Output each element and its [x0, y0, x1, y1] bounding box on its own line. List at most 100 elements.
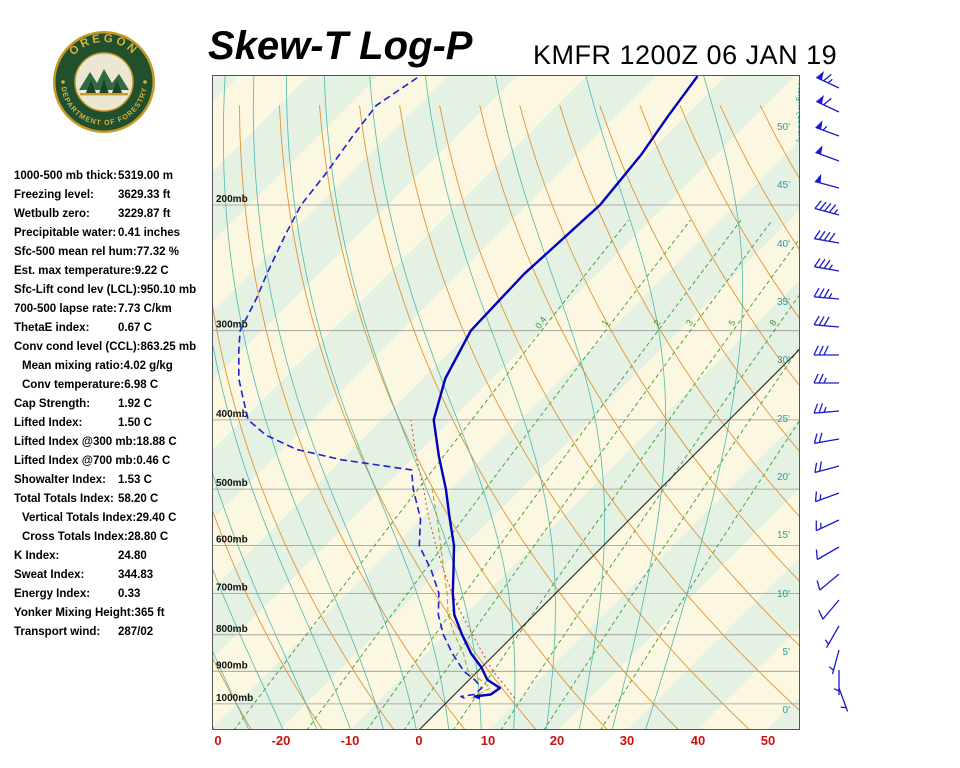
mixing-ratio-line	[403, 219, 773, 731]
index-row: Precipitable water: 0.41 inches	[14, 224, 216, 243]
pressure-label: 400mb	[216, 409, 248, 420]
mixing-ratio-line	[599, 219, 936, 731]
index-label: Yonker Mixing Height:	[14, 607, 135, 619]
dry-adiabat-line	[359, 105, 680, 731]
wind-barb	[813, 373, 839, 384]
height-label: 15'	[777, 530, 790, 541]
index-value: 863.25 mb	[140, 341, 197, 353]
moist-adiabat-line	[584, 71, 667, 731]
moist-adiabat-line	[424, 71, 556, 731]
moist-adiabat-line	[494, 71, 606, 731]
index-label: Energy Index:	[14, 588, 91, 600]
tree-icon	[99, 79, 109, 94]
index-label: Total Totals Index:	[14, 493, 114, 505]
index-value: 3229.87 ft	[118, 208, 171, 220]
index-row: Conv temperature: 6.98 C	[14, 376, 216, 395]
index-row: Lifted Index: 1.50 C	[14, 414, 216, 433]
dry-adiabat-line	[198, 105, 395, 731]
index-row: Cap Strength: 1.92 C	[14, 395, 216, 414]
index-label: 1000-500 mb thick:	[14, 170, 117, 182]
moist-adiabat-line	[369, 71, 516, 731]
wind-barb	[838, 687, 849, 712]
index-row: 700-500 lapse rate: 7.73 C/km	[14, 300, 216, 319]
index-value: 0.46 C	[136, 455, 171, 467]
moist-adiabat-line	[252, 71, 417, 731]
index-value: 0.67 C	[118, 322, 152, 334]
wind-barb-column	[813, 71, 849, 712]
wind-barb	[828, 649, 840, 675]
index-value: 1.92 C	[118, 398, 152, 410]
temp-axis-label: -20	[271, 733, 291, 748]
index-row: Transport wind: 287/02	[14, 623, 216, 642]
temp-axis-label: 10	[480, 733, 496, 748]
index-label: ThetaE index:	[14, 322, 90, 334]
index-row: Conv cond level (CCL): 863.25 mb	[14, 338, 216, 357]
pressure-label: 500mb	[216, 478, 248, 489]
index-value: 0.33	[118, 588, 141, 600]
temp-axis-label: 50	[760, 733, 776, 748]
isotherm-band	[141, 75, 866, 730]
dry-adiabat-line	[238, 105, 466, 731]
index-value: 950.10 mb	[140, 284, 197, 296]
moist-adiabat-line	[644, 71, 744, 731]
wind-barb	[814, 491, 840, 503]
mixing-ratio-label: 2	[652, 318, 663, 328]
index-label: Vertical Totals Index:	[22, 512, 137, 524]
logo-ground	[80, 93, 128, 96]
index-row: Mean mixing ratio: 4.02 g/kg	[14, 357, 216, 376]
index-value: 365 ft	[134, 607, 165, 619]
tree-icon	[86, 80, 96, 93]
wetbulb-trace-line	[431, 489, 492, 699]
station-datetime: KMFR 1200Z 06 JAN 19	[533, 40, 838, 70]
index-value: 3629.33 ft	[118, 189, 171, 201]
wind-barb	[814, 200, 840, 216]
index-row: Est. max temperature: 9.22 C	[14, 262, 216, 281]
temp-axis-label: 20	[549, 733, 565, 748]
chart-frame	[212, 75, 800, 730]
index-row: ThetaE index: 0.67 C	[14, 319, 216, 338]
pressure-label: 1000mb	[216, 693, 253, 704]
wind-barb	[814, 461, 840, 474]
index-label: Lifted Index:	[14, 417, 83, 429]
index-row: Energy Index: 0.33	[14, 585, 216, 604]
height-label: 0'	[783, 705, 791, 716]
index-row: 1000-500 mb thick: 5319.00 m	[14, 167, 216, 186]
index-row: K Index: 24.80	[14, 547, 216, 566]
index-value: 1.53 C	[118, 474, 152, 486]
index-label: Lifted Index @300 mb:	[14, 436, 137, 448]
height-label: 45'	[777, 180, 790, 191]
tree-icon	[112, 80, 122, 93]
index-row: Wetbulb zero: 3229.87 ft	[14, 205, 216, 224]
index-row: Vertical Totals Index: 29.40 C	[14, 509, 216, 528]
moist-adiabat-line	[222, 71, 385, 731]
wind-barb	[813, 258, 840, 272]
index-row: Total Totals Index: 58.20 C	[14, 490, 216, 509]
height-label: 35'	[777, 297, 790, 308]
mixing-ratio-label: 5	[727, 318, 738, 328]
temp-axis-label: 0	[415, 733, 423, 748]
pressure-label: 900mb	[216, 660, 248, 671]
index-value: 28.80 C	[127, 531, 169, 543]
index-row: Cross Totals Index: 28.80 C	[14, 528, 216, 547]
pressure-label: 200mb	[216, 194, 248, 205]
wind-barb	[815, 120, 840, 137]
index-label: Wetbulb zero:	[14, 208, 90, 220]
index-label: Est. max temperature:	[14, 265, 135, 277]
temp-axis: 0 -20 -10 0 10 20 30 40 50	[0, 733, 960, 755]
wind-barb	[816, 95, 840, 113]
dry-adiabat-line	[278, 105, 538, 731]
index-row: Yonker Mixing Height: 365 ft	[14, 604, 216, 623]
index-label: Conv temperature:	[22, 379, 125, 391]
index-label: Cross Totals Index:	[22, 531, 128, 543]
wind-barb	[833, 670, 840, 695]
isotherm-band	[210, 75, 935, 730]
skewt-plot: 200mb 300mb 400mb 500mb 600mb 700mb 800mb 900mb…	[0, 71, 960, 731]
index-row: Lifted Index @700 mb: 0.46 C	[14, 452, 216, 471]
odf-logo: OREGON DEPARTMENT OF FORESTRY	[53, 31, 155, 133]
pressure-label: 700mb	[216, 582, 248, 593]
logo-star-left	[61, 80, 65, 84]
index-label: K Index:	[14, 550, 60, 562]
mixing-ratio-line	[543, 219, 889, 731]
index-label: Cap Strength:	[14, 398, 91, 410]
